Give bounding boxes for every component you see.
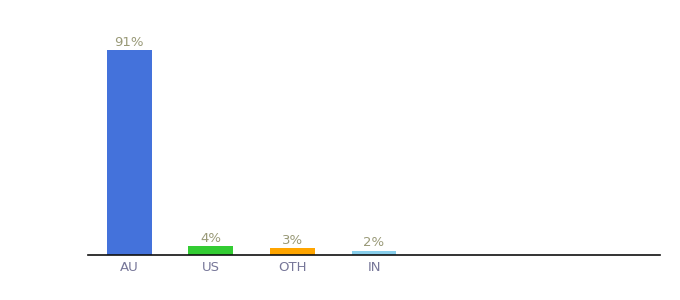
Bar bbox=[107, 50, 152, 255]
Bar bbox=[270, 248, 315, 255]
Text: 4%: 4% bbox=[201, 232, 221, 245]
Bar bbox=[188, 246, 233, 255]
Text: 2%: 2% bbox=[363, 236, 385, 249]
Text: 91%: 91% bbox=[114, 36, 144, 49]
Bar bbox=[352, 250, 396, 255]
Text: 3%: 3% bbox=[282, 234, 303, 247]
